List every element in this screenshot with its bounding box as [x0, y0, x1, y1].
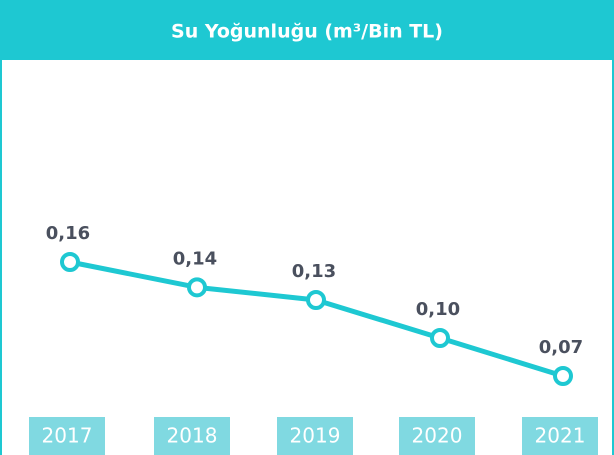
data-label: 0,14 — [173, 248, 217, 269]
category-box — [399, 417, 475, 455]
data-label: 0,16 — [46, 223, 90, 244]
data-label: 0,13 — [292, 261, 336, 282]
category-box — [277, 417, 353, 455]
category-box — [154, 417, 230, 455]
x-tick-label: 2018 — [167, 424, 218, 448]
data-label: 0,10 — [416, 299, 460, 320]
point — [306, 290, 326, 310]
header — [0, 0, 614, 60]
data-label: 0,07 — [539, 337, 583, 358]
x-tick-label: 2017 — [42, 424, 93, 448]
point — [60, 252, 80, 272]
category-box — [29, 417, 105, 455]
x-tick-label: 2020 — [412, 424, 463, 448]
x-tick-label: 2019 — [290, 424, 341, 448]
point — [553, 366, 573, 386]
category-box — [522, 417, 598, 455]
point — [430, 328, 450, 348]
x-tick-label: 2021 — [535, 424, 586, 448]
point — [187, 277, 207, 298]
chart-title: Su Yoğunluğu (m³/Bin TL) — [171, 21, 443, 43]
